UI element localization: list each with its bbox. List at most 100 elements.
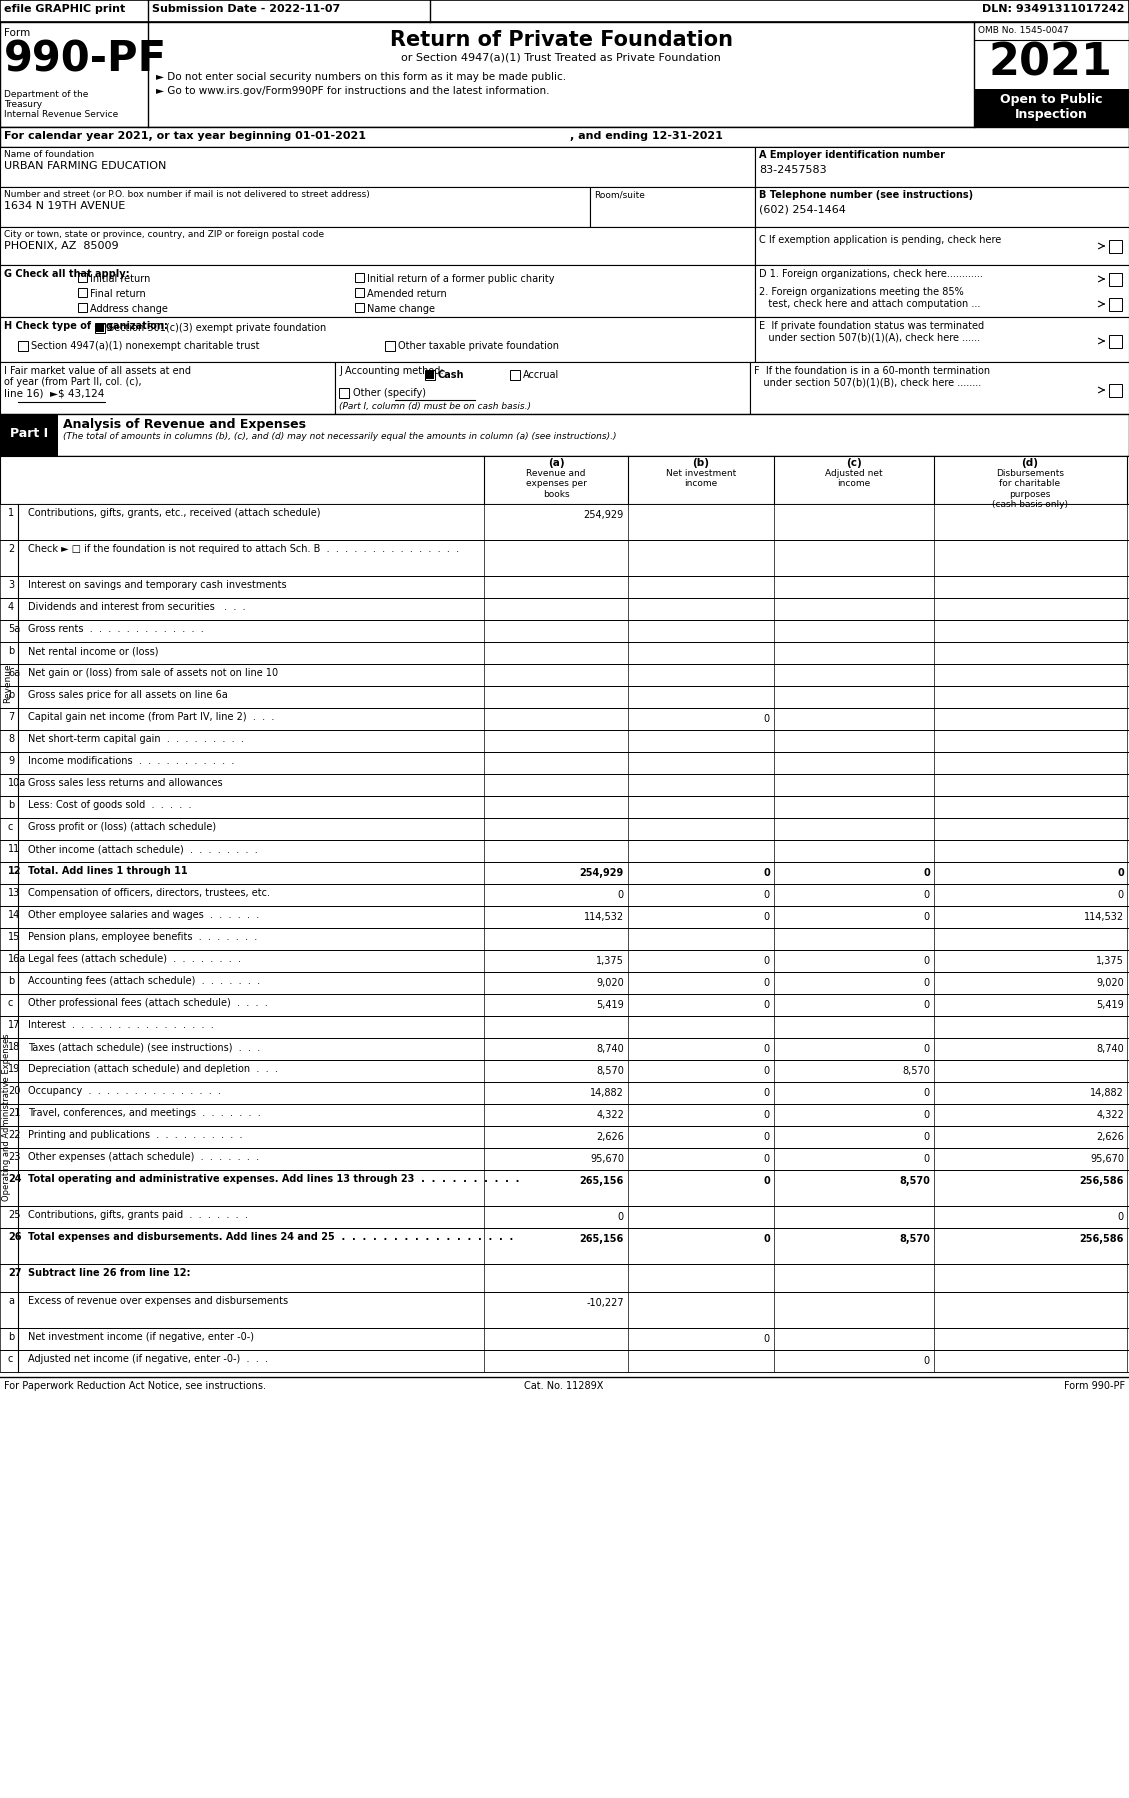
Bar (974, 88, 1129, 128)
Bar (0, 414, 1129, 457)
Bar (0, 818, 1129, 840)
Text: Part I: Part I (10, 426, 49, 441)
Text: 0: 0 (764, 1154, 770, 1163)
Bar (0, 642, 1129, 663)
Text: 0: 0 (764, 1133, 770, 1142)
Bar (95, 324, 105, 333)
Bar (774, 539, 934, 575)
Text: 1: 1 (8, 509, 15, 518)
Text: 3: 3 (8, 581, 15, 590)
Text: (602) 254-1464: (602) 254-1464 (759, 205, 846, 216)
Text: Form: Form (5, 29, 30, 38)
Bar (339, 388, 349, 397)
Text: efile GRAPHIC print: efile GRAPHIC print (5, 4, 125, 14)
Text: Treasury: Treasury (5, 101, 42, 110)
Bar (0, 885, 1129, 906)
Text: 0: 0 (924, 1088, 930, 1099)
Bar (934, 503, 1128, 539)
Text: Other (specify): Other (specify) (353, 388, 426, 397)
Text: Address change: Address change (90, 304, 168, 315)
Text: Name of foundation: Name of foundation (5, 149, 94, 158)
Text: City or town, state or province, country, and ZIP or foreign postal code: City or town, state or province, country… (5, 230, 324, 239)
Text: Taxes (attach schedule) (see instructions)  .  .  .: Taxes (attach schedule) (see instruction… (28, 1043, 261, 1052)
Text: 0: 0 (924, 890, 930, 901)
Bar (0, 973, 1129, 994)
Bar (0, 264, 755, 316)
Bar (0, 687, 1129, 708)
Bar (934, 797, 1128, 818)
Text: 11: 11 (8, 843, 20, 854)
Bar (0, 503, 1129, 539)
Text: 10a: 10a (8, 779, 26, 788)
Text: 256,586: 256,586 (1079, 1233, 1124, 1244)
Text: Adjusted net
income: Adjusted net income (825, 469, 883, 489)
Text: 0: 0 (618, 890, 624, 901)
Bar (628, 539, 774, 575)
Text: 0: 0 (924, 1356, 930, 1366)
Bar (0, 316, 755, 361)
Bar (484, 1329, 628, 1350)
Bar (628, 1206, 774, 1228)
Bar (774, 1329, 934, 1350)
Text: 2,626: 2,626 (1096, 1133, 1124, 1142)
Text: -10,227: -10,227 (586, 1298, 624, 1307)
Bar (0, 128, 1129, 147)
Text: ► Do not enter social security numbers on this form as it may be made public.: ► Do not enter social security numbers o… (156, 72, 566, 83)
Bar (0, 147, 755, 187)
Text: (The total of amounts in columns (b), (c), and (d) may not necessarily equal the: (The total of amounts in columns (b), (c… (63, 432, 616, 441)
Text: H Check type of organization:: H Check type of organization: (5, 322, 168, 331)
Text: Adjusted net income (if negative, enter -0-)  .  .  .: Adjusted net income (if negative, enter … (28, 1354, 268, 1365)
Bar (0, 539, 1129, 575)
Text: b: b (8, 800, 15, 811)
Text: 0: 0 (924, 912, 930, 922)
Text: b: b (8, 976, 15, 985)
Text: Other professional fees (attach schedule)  .  .  .  .: Other professional fees (attach schedule… (28, 998, 268, 1009)
Bar (774, 687, 934, 708)
Bar (426, 370, 434, 379)
Text: 4,322: 4,322 (596, 1109, 624, 1120)
Text: 990-PF: 990-PF (5, 38, 167, 79)
Text: Internal Revenue Service: Internal Revenue Service (5, 110, 119, 119)
Bar (0, 1293, 1129, 1329)
Bar (934, 539, 1128, 575)
Text: Pension plans, employee benefits  .  .  .  .  .  .  .: Pension plans, employee benefits . . . .… (28, 931, 257, 942)
Bar (774, 642, 934, 663)
Text: 16a: 16a (8, 955, 26, 964)
Text: 5a: 5a (8, 624, 20, 635)
Text: Contributions, gifts, grants, etc., received (attach schedule): Contributions, gifts, grants, etc., rece… (28, 509, 321, 518)
Text: c: c (8, 998, 14, 1009)
Text: 6a: 6a (8, 669, 20, 678)
Text: J Accounting method:: J Accounting method: (339, 367, 444, 376)
Text: Form 990-PF: Form 990-PF (1064, 1381, 1124, 1392)
Bar (934, 752, 1128, 773)
Bar (628, 642, 774, 663)
Text: Occupancy  .  .  .  .  .  .  .  .  .  .  .  .  .  .  .: Occupancy . . . . . . . . . . . . . . . (28, 1086, 221, 1097)
Bar (774, 773, 934, 797)
Text: b: b (8, 1332, 15, 1341)
Text: 0: 0 (924, 1154, 930, 1163)
Text: 0: 0 (764, 957, 770, 966)
Bar (0, 1170, 1129, 1206)
Text: E  If private foundation status was terminated
   under section 507(b)(1)(A), ch: E If private foundation status was termi… (759, 322, 984, 343)
Bar (78, 273, 87, 282)
Text: 0: 0 (618, 1212, 624, 1223)
Text: Initial return of a former public charity: Initial return of a former public charit… (367, 273, 554, 284)
Text: For Paperwork Reduction Act Notice, see instructions.: For Paperwork Reduction Act Notice, see … (5, 1381, 266, 1392)
Text: Gross sales less returns and allowances: Gross sales less returns and allowances (28, 779, 222, 788)
Bar (774, 797, 934, 818)
Bar (628, 797, 774, 818)
Text: c: c (8, 1354, 14, 1365)
Text: Gross rents  .  .  .  .  .  .  .  .  .  .  .  .  .: Gross rents . . . . . . . . . . . . . (28, 624, 203, 635)
Text: 1,375: 1,375 (1096, 957, 1124, 966)
Bar (755, 147, 1129, 187)
Bar (0, 906, 1129, 928)
Text: 2. Foreign organizations meeting the 85%
   test, check here and attach computat: 2. Foreign organizations meeting the 85%… (759, 288, 980, 309)
Bar (0, 414, 58, 457)
Bar (355, 288, 364, 297)
Text: 26: 26 (8, 1232, 21, 1242)
Bar (774, 752, 934, 773)
Text: Number and street (or P.O. box number if mail is not delivered to street address: Number and street (or P.O. box number if… (5, 191, 370, 200)
Bar (18, 342, 28, 351)
Text: Other expenses (attach schedule)  .  .  .  .  .  .  .: Other expenses (attach schedule) . . . .… (28, 1153, 260, 1162)
Text: Printing and publications  .  .  .  .  .  .  .  .  .  .: Printing and publications . . . . . . . … (28, 1129, 243, 1140)
